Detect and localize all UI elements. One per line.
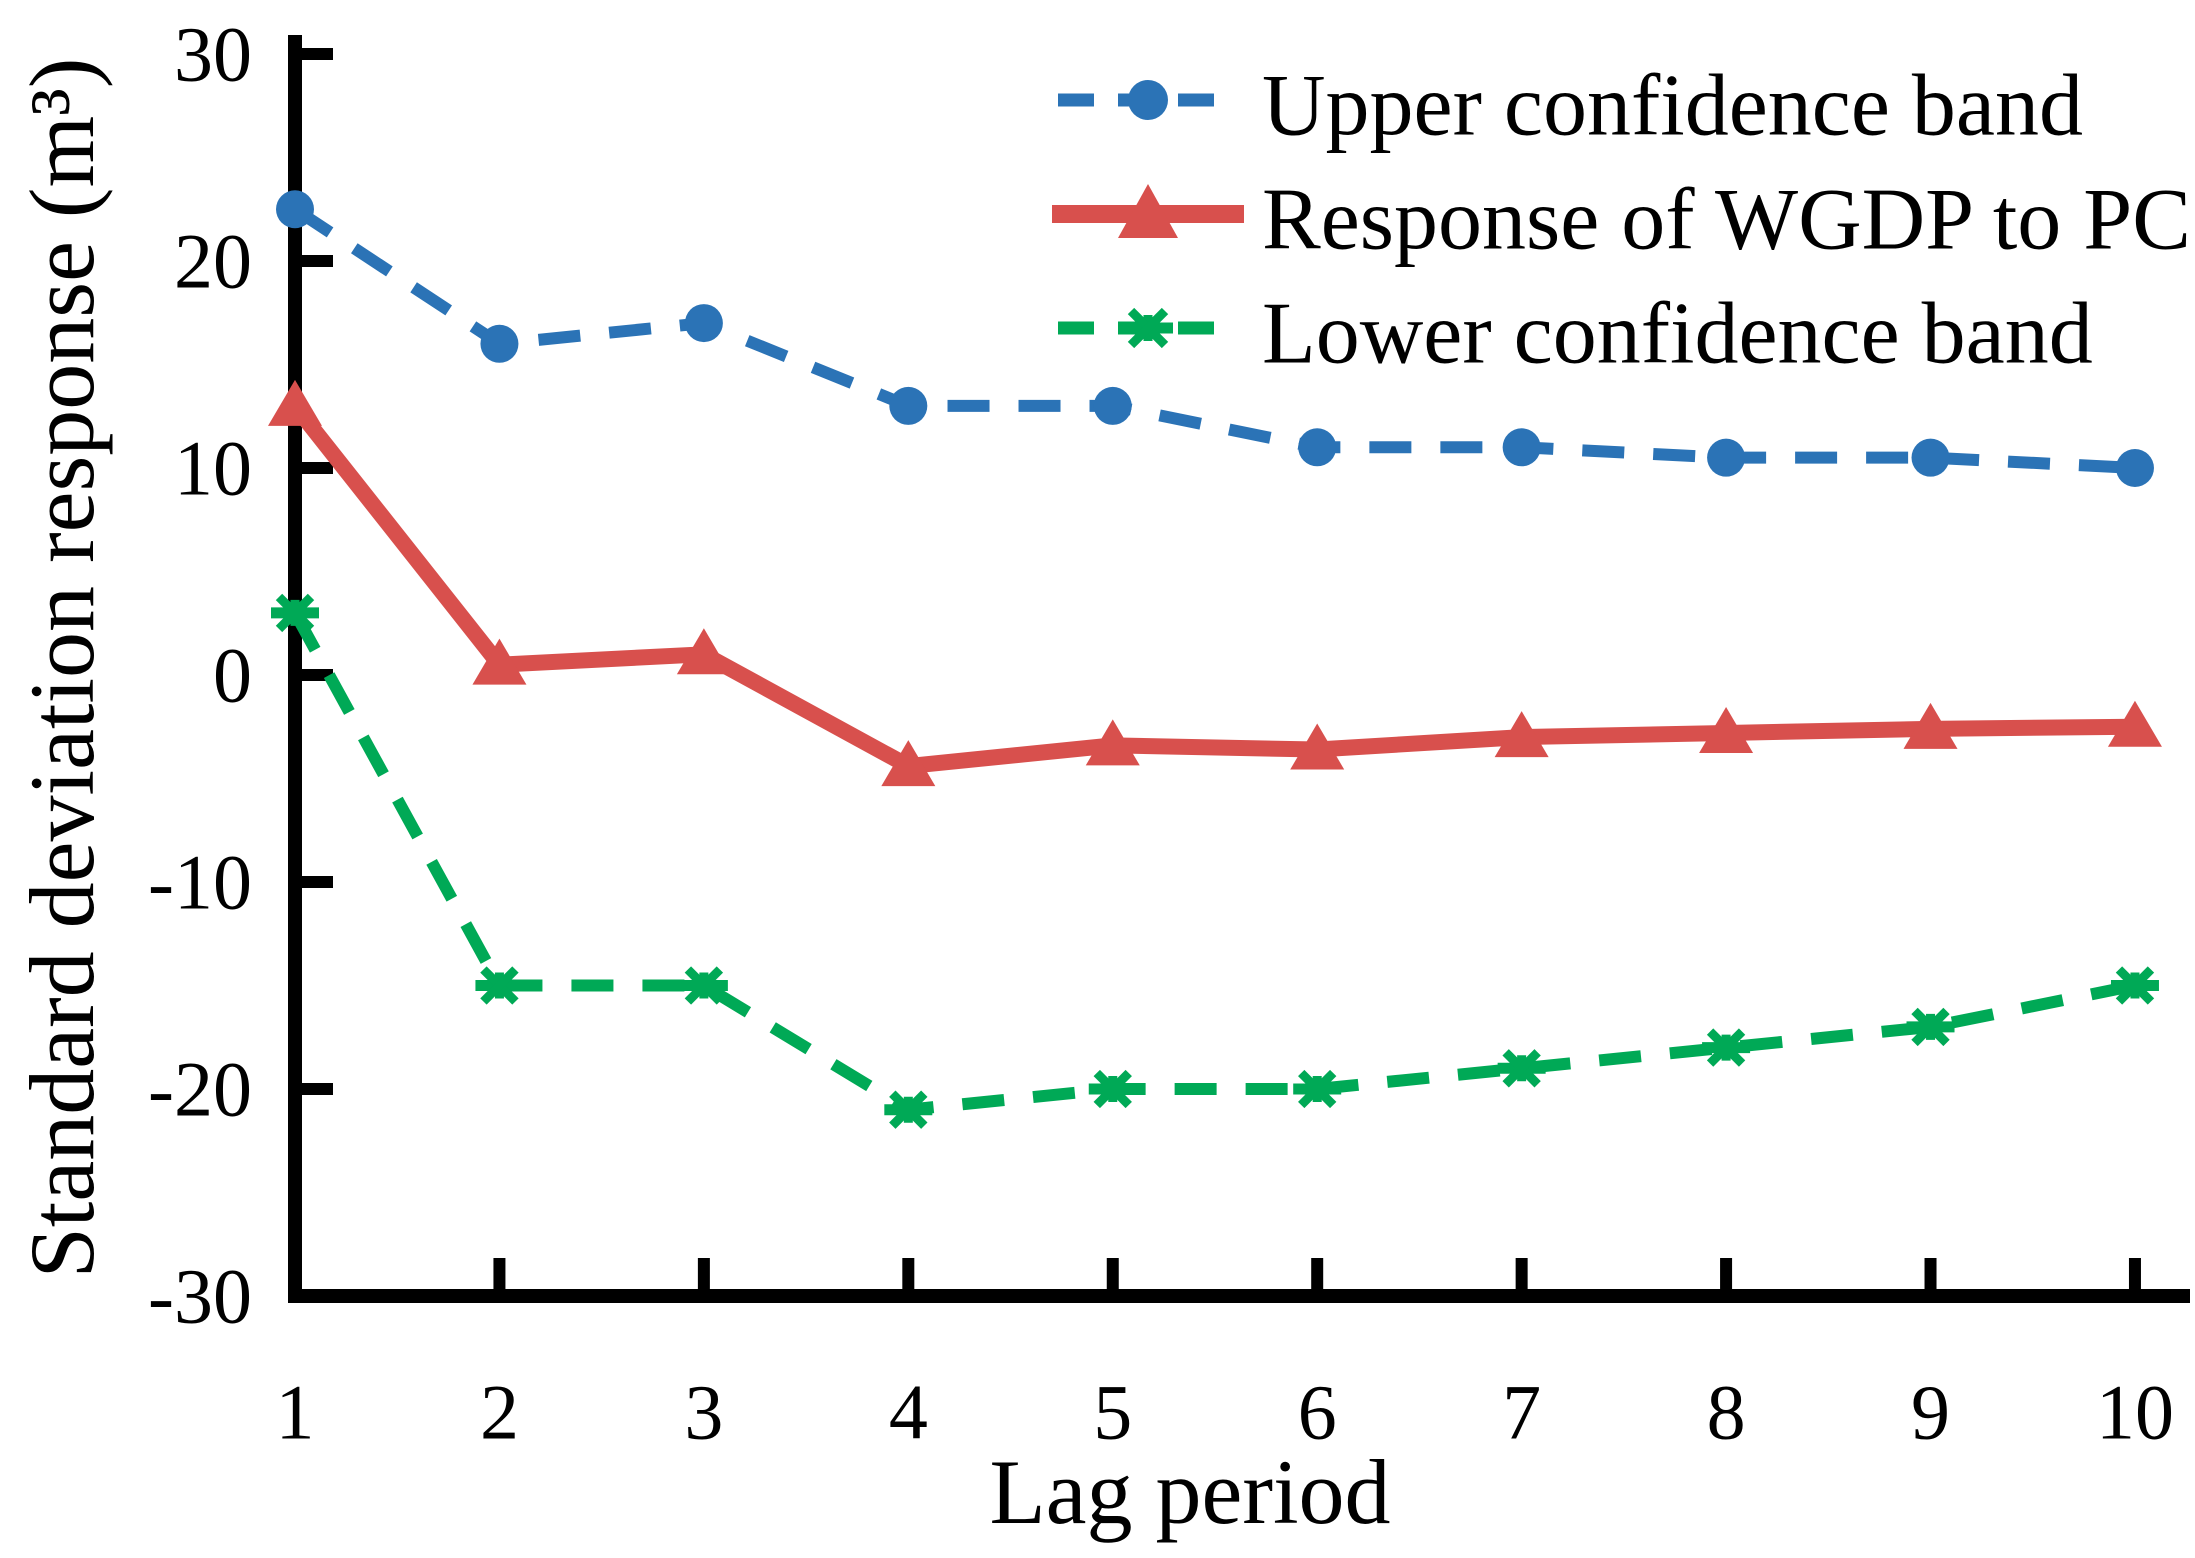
series-point-marker [472,638,527,685]
series-point-marker [2115,449,2154,487]
series-point-marker [1911,438,1950,477]
series-point-marker [889,386,928,425]
series-point-marker [2107,700,2162,747]
triangle-marker-icon [1118,184,1178,238]
series-point-marker [1707,438,1746,477]
asterisk-ray [275,593,315,633]
y-tick-label: 20 [174,218,252,305]
series-point-marker [1497,1049,1546,1088]
x-tick-label: 2 [480,1369,519,1456]
y-tick-label: 0 [213,632,252,719]
series-point-marker [271,593,319,633]
y-tick-label: -10 [148,839,252,926]
y-axis-title: Standard deviation response (m³) [11,58,113,1279]
series-point-marker [881,740,936,787]
series-point-marker [2110,966,2159,1005]
series-point-marker [475,966,524,1005]
x-tick-label: 7 [1502,1369,1541,1456]
asterisk-ray [1911,1007,1950,1047]
x-tick-label: 5 [1093,1369,1132,1456]
series-point-marker [1699,706,1754,753]
series-point-marker [268,379,322,426]
x-tick-label: 6 [1298,1369,1337,1456]
y-tick-label: 30 [174,11,252,98]
asterisk-ray [2115,966,2155,1005]
series-point-marker [1903,702,1958,749]
x-tick-label: 9 [1911,1369,1950,1456]
legend: Upper confidence band Response of WGDP t… [1052,58,2191,383]
legend-item-response-wgdp: Response of WGDP to PC [1052,172,2191,269]
x-axis-title: Lag period [989,1441,1390,1543]
asterisk-ray [1502,1049,1541,1088]
y-tick-label: -20 [148,1046,252,1133]
series-point-marker [1906,1007,1955,1047]
x-tick-label: 3 [684,1369,723,1456]
y-tick-label: -30 [148,1253,252,1340]
legend-label: Response of WGDP to PC [1262,172,2191,269]
series-point-marker [1702,1028,1751,1067]
series-point-marker [884,1090,933,1129]
legend-label: Upper confidence band [1262,58,2083,155]
asterisk-ray [1093,1069,1132,1109]
series-point-marker [684,304,723,343]
y-tick-label: 10 [174,425,252,512]
series-point-marker [480,324,519,363]
asterisk-ray [1706,1028,1746,1067]
series-point-marker [1085,719,1140,766]
asterisk-ray [1298,1069,1337,1109]
legend-label: Lower confidence band [1262,286,2093,383]
series-point-marker [1093,386,1132,425]
x-tick-label: 1 [276,1369,315,1456]
series-point-marker [1502,428,1541,467]
asterisk-ray [684,966,724,1005]
series-point-marker [1298,428,1337,467]
series-point-marker [676,628,731,675]
legend-item-lower-confidence-band: Lower confidence band [1058,286,2093,383]
series-line-triangle-up [288,400,2136,775]
series-point-marker [276,190,314,229]
plot-area: 30 20 10 0 -10 -20 -30 1 2 3 4 5 6 7 8 9 10 [148,11,2190,1456]
series-point-marker [1293,1069,1342,1109]
series-point-marker [1290,723,1345,770]
series-point-marker [679,966,728,1005]
asterisk-marker-icon [1123,307,1173,349]
x-tick-label: 4 [889,1369,928,1456]
asterisk-ray [480,966,519,1005]
asterisk-ray [889,1090,928,1129]
series-point-marker [1088,1069,1137,1109]
x-tick-label: 10 [2096,1369,2174,1456]
series-point-marker [1494,711,1549,758]
x-tick-label: 8 [1707,1369,1746,1456]
series-line-circle [291,204,2136,474]
legend-item-upper-confidence-band: Upper confidence band [1058,58,2083,155]
series-line-asterisk [289,610,2137,1116]
circle-marker-icon [1128,80,1168,120]
